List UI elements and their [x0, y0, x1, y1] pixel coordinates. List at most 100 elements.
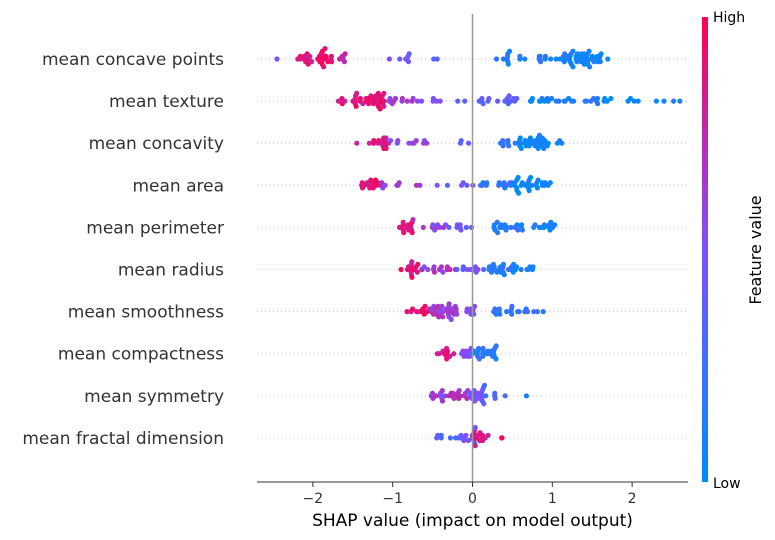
shap-point — [274, 56, 280, 62]
shap-point — [463, 224, 469, 230]
shap-point — [541, 145, 547, 151]
shap-point — [504, 224, 510, 230]
shap-point — [396, 180, 402, 186]
shap-point — [516, 309, 522, 315]
x-tick-label: 1 — [548, 491, 557, 507]
shap-point — [456, 388, 462, 394]
shap-point — [371, 138, 377, 144]
shap-point — [552, 222, 558, 228]
shap-point — [410, 306, 416, 312]
shap-point — [549, 95, 555, 102]
shap-point — [392, 95, 399, 102]
shap-point — [481, 401, 487, 407]
shap-point — [493, 56, 500, 62]
shap-point — [422, 303, 428, 309]
shap-point — [472, 303, 478, 309]
shap-point — [519, 227, 526, 233]
shap-point — [446, 224, 452, 230]
shap-point — [476, 345, 482, 352]
feature-label: mean smoothness — [68, 303, 224, 323]
shap-point — [604, 98, 610, 104]
x-tick-label: −1 — [382, 491, 403, 507]
shap-point — [386, 56, 392, 62]
shap-point — [415, 261, 421, 267]
shap-point — [458, 227, 464, 233]
shap-point — [409, 259, 415, 265]
colorbar-title: Feature value — [746, 195, 765, 304]
feature-label: mean perimeter — [86, 218, 224, 238]
shap-point — [661, 98, 667, 104]
shap-point — [444, 348, 451, 354]
shap-point — [491, 264, 497, 270]
shap-point — [526, 187, 532, 194]
shap-point — [608, 95, 614, 102]
shap-point — [410, 95, 416, 102]
shap-point — [329, 59, 335, 65]
shap-point — [677, 98, 683, 104]
shap-point — [341, 59, 347, 65]
x-tick-label: 2 — [628, 491, 637, 507]
shap-point — [522, 138, 528, 144]
shap-point — [417, 182, 423, 188]
shap-point — [447, 353, 453, 359]
shap-point — [381, 98, 387, 104]
shap-point — [381, 103, 387, 109]
shap-point — [483, 393, 489, 399]
feature-label: mean radius — [118, 261, 224, 281]
shap-point — [509, 311, 515, 317]
feature-row: mean concavity — [89, 132, 688, 154]
shap-point — [583, 98, 590, 104]
shap-point — [518, 266, 524, 273]
shap-point — [398, 266, 404, 273]
shap-point — [480, 345, 486, 352]
shap-point — [400, 219, 406, 225]
shap-point — [493, 343, 499, 349]
shap-point — [298, 56, 304, 62]
shap-point — [446, 301, 452, 307]
shap-point — [481, 266, 487, 273]
shap-point — [500, 143, 506, 149]
shap-point — [627, 95, 634, 102]
shap-point — [468, 224, 475, 230]
shap-point — [538, 59, 544, 65]
shap-point — [388, 138, 394, 144]
shap-point — [434, 56, 440, 62]
shap-point — [497, 311, 503, 317]
x-axis-title: SHAP value (impact on model output) — [312, 511, 633, 531]
shap-point — [375, 90, 381, 96]
shap-point — [464, 182, 470, 188]
shap-point — [457, 222, 463, 228]
shap-point — [598, 51, 604, 57]
shap-point — [434, 182, 440, 188]
shap-point — [492, 306, 498, 312]
shap-point — [409, 274, 415, 280]
shap-point — [447, 266, 453, 273]
feature-label: mean compactness — [58, 345, 224, 365]
feature-label: mean fractal dimension — [22, 429, 224, 449]
shap-point — [383, 145, 389, 151]
shap-point — [586, 48, 592, 54]
shap-point — [322, 46, 328, 52]
shap-point — [436, 351, 442, 357]
shap-point — [505, 61, 511, 67]
shap-point — [495, 98, 501, 104]
shap-point — [418, 98, 425, 104]
feature-row: mean fractal dimension — [22, 424, 688, 449]
shap-point — [495, 230, 501, 236]
shap-point — [466, 140, 472, 146]
shap-point — [342, 98, 348, 104]
shap-point — [472, 424, 478, 431]
shap-point — [529, 182, 535, 188]
shap-point — [522, 56, 528, 62]
shap-point — [480, 101, 486, 107]
shap-point — [631, 98, 637, 104]
shap-point — [354, 90, 360, 96]
shap-point — [447, 435, 453, 441]
shap-point — [635, 98, 641, 104]
shap-point — [431, 264, 437, 270]
shap-point — [414, 269, 420, 275]
x-axis: −2 −1 0 1 2 — [257, 481, 688, 507]
shap-point — [451, 351, 457, 357]
shap-point — [556, 98, 562, 104]
shap-point — [502, 393, 508, 399]
